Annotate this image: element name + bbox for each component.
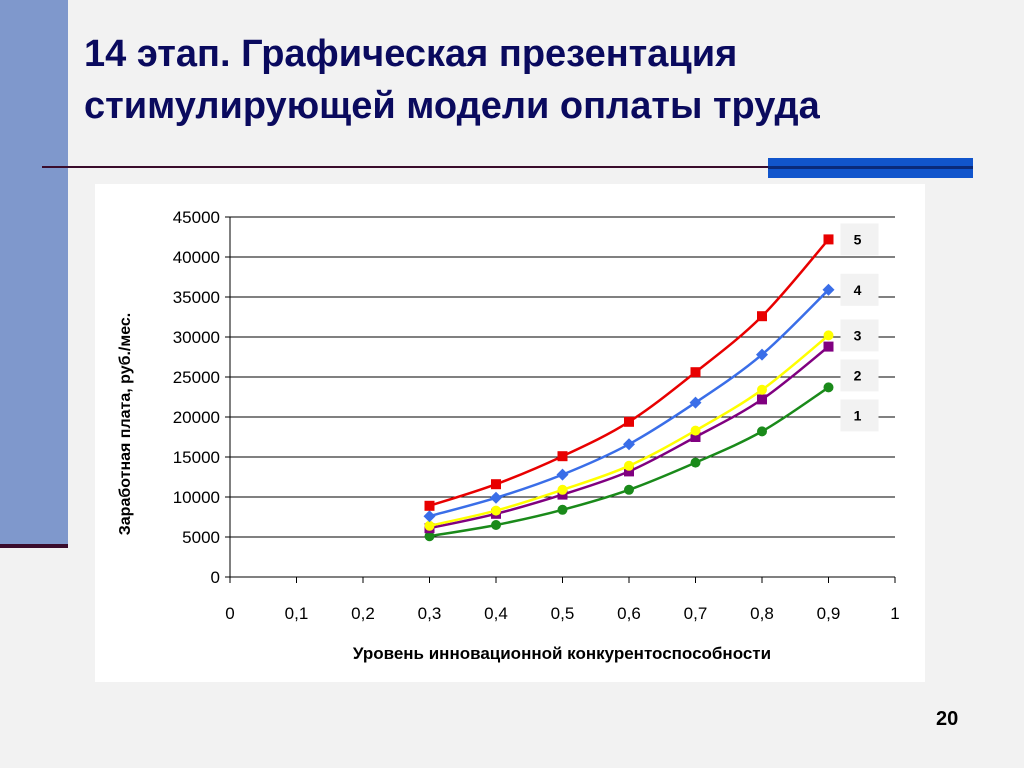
y-axis-ticks: 0 5000 10000 15000 20000 25000 30000 35000 40000… bbox=[173, 208, 230, 587]
y-tick-label: 10000 bbox=[173, 488, 220, 507]
accent-bar-stripe bbox=[768, 166, 973, 169]
legend-box-1 bbox=[840, 399, 879, 432]
legend-label-3: 3 bbox=[854, 327, 862, 343]
legend-box-3 bbox=[840, 319, 879, 352]
slide-title: 14 этап. Графическая презентация стимули… bbox=[84, 33, 820, 127]
y-tick-label: 15000 bbox=[173, 448, 220, 467]
data-point-series-1 bbox=[690, 457, 701, 468]
line-chart: 0 5000 10000 15000 20000 25000 30000 35000 40000… bbox=[117, 208, 900, 663]
data-point-series-3 bbox=[624, 460, 634, 471]
data-point-series-4 bbox=[623, 438, 635, 451]
x-axis-ticks: 0 0,1 0,2 0,3 0,4 0,5 0,6 0,7 0,8 0,9 1 bbox=[225, 577, 900, 623]
data-point-series-1 bbox=[491, 520, 501, 530]
data-point-series-4 bbox=[556, 468, 569, 481]
legend-label-5: 5 bbox=[854, 231, 862, 247]
y-tick-label: 35000 bbox=[173, 288, 220, 307]
data-series bbox=[423, 234, 835, 542]
data-point-series-1 bbox=[624, 484, 634, 495]
x-tick-label: 0,7 bbox=[684, 604, 708, 623]
y-tick-label: 25000 bbox=[173, 368, 220, 387]
data-point-series-4 bbox=[756, 348, 768, 361]
legend-box-2 bbox=[840, 359, 879, 392]
x-tick-label: 0,5 bbox=[551, 604, 575, 623]
data-point-series-3 bbox=[823, 330, 834, 341]
sidebar-decoration bbox=[0, 0, 68, 546]
x-tick-label: 0,2 bbox=[351, 604, 375, 623]
data-point-series-1 bbox=[757, 426, 767, 437]
chart-panel: 0 5000 10000 15000 20000 25000 30000 35000 40000… bbox=[95, 184, 925, 682]
x-tick-label: 0,6 bbox=[617, 604, 641, 623]
data-point-series-1 bbox=[557, 504, 568, 515]
data-point-series-2 bbox=[690, 432, 701, 442]
y-tick-label: 45000 bbox=[173, 208, 220, 227]
legend: 5 4 3 2 1 bbox=[840, 223, 879, 432]
x-tick-label: 0,4 bbox=[484, 604, 508, 623]
data-point-series-3 bbox=[690, 425, 701, 436]
series-line-4 bbox=[429, 288, 830, 518]
data-point-series-5 bbox=[491, 479, 501, 490]
y-tick-label: 20000 bbox=[173, 408, 220, 427]
y-tick-label: 0 bbox=[211, 568, 220, 587]
y-tick-label: 40000 bbox=[173, 248, 220, 267]
data-point-series-4 bbox=[423, 510, 436, 523]
data-point-series-5 bbox=[823, 234, 834, 245]
data-point-series-3 bbox=[757, 384, 767, 395]
x-tick-label: 1 bbox=[890, 604, 899, 623]
x-tick-label: 0,3 bbox=[418, 604, 442, 623]
data-point-series-5 bbox=[690, 367, 701, 378]
data-point-series-4 bbox=[822, 283, 835, 296]
x-tick-label: 0,9 bbox=[817, 604, 841, 623]
legend-box-5 bbox=[840, 223, 879, 256]
x-tick-label: 0,8 bbox=[750, 604, 774, 623]
y-tick-label: 5000 bbox=[182, 528, 220, 547]
data-point-series-5 bbox=[557, 451, 568, 462]
data-point-series-5 bbox=[424, 500, 435, 511]
data-point-series-2 bbox=[823, 341, 834, 352]
data-point-series-3 bbox=[491, 505, 501, 516]
data-point-series-3 bbox=[557, 484, 568, 495]
data-point-series-4 bbox=[490, 491, 502, 504]
legend-label-4: 4 bbox=[854, 282, 862, 298]
data-point-series-5 bbox=[757, 311, 767, 322]
legend-box-4 bbox=[840, 273, 879, 306]
legend-label-2: 2 bbox=[854, 367, 862, 383]
legend-label-1: 1 bbox=[854, 407, 862, 423]
page-number: 20 bbox=[936, 708, 959, 730]
x-tick-label: 0,1 bbox=[285, 604, 309, 623]
data-point-series-1 bbox=[424, 531, 435, 542]
data-point-series-2 bbox=[624, 466, 634, 477]
data-point-series-4 bbox=[689, 396, 702, 409]
x-axis-label: Уровень инновационной конкурентоспособно… bbox=[353, 644, 771, 663]
y-axis-label: Заработная плата, руб./мес. bbox=[117, 313, 134, 535]
gridlines bbox=[229, 216, 895, 578]
sidebar-rule bbox=[0, 544, 68, 548]
data-point-series-3 bbox=[424, 520, 435, 531]
title-rule bbox=[42, 166, 770, 168]
data-point-series-2 bbox=[757, 394, 767, 405]
y-tick-label: 30000 bbox=[173, 328, 220, 347]
data-point-series-5 bbox=[624, 416, 634, 427]
data-point-series-1 bbox=[823, 382, 834, 393]
x-tick-label: 0 bbox=[225, 604, 234, 623]
